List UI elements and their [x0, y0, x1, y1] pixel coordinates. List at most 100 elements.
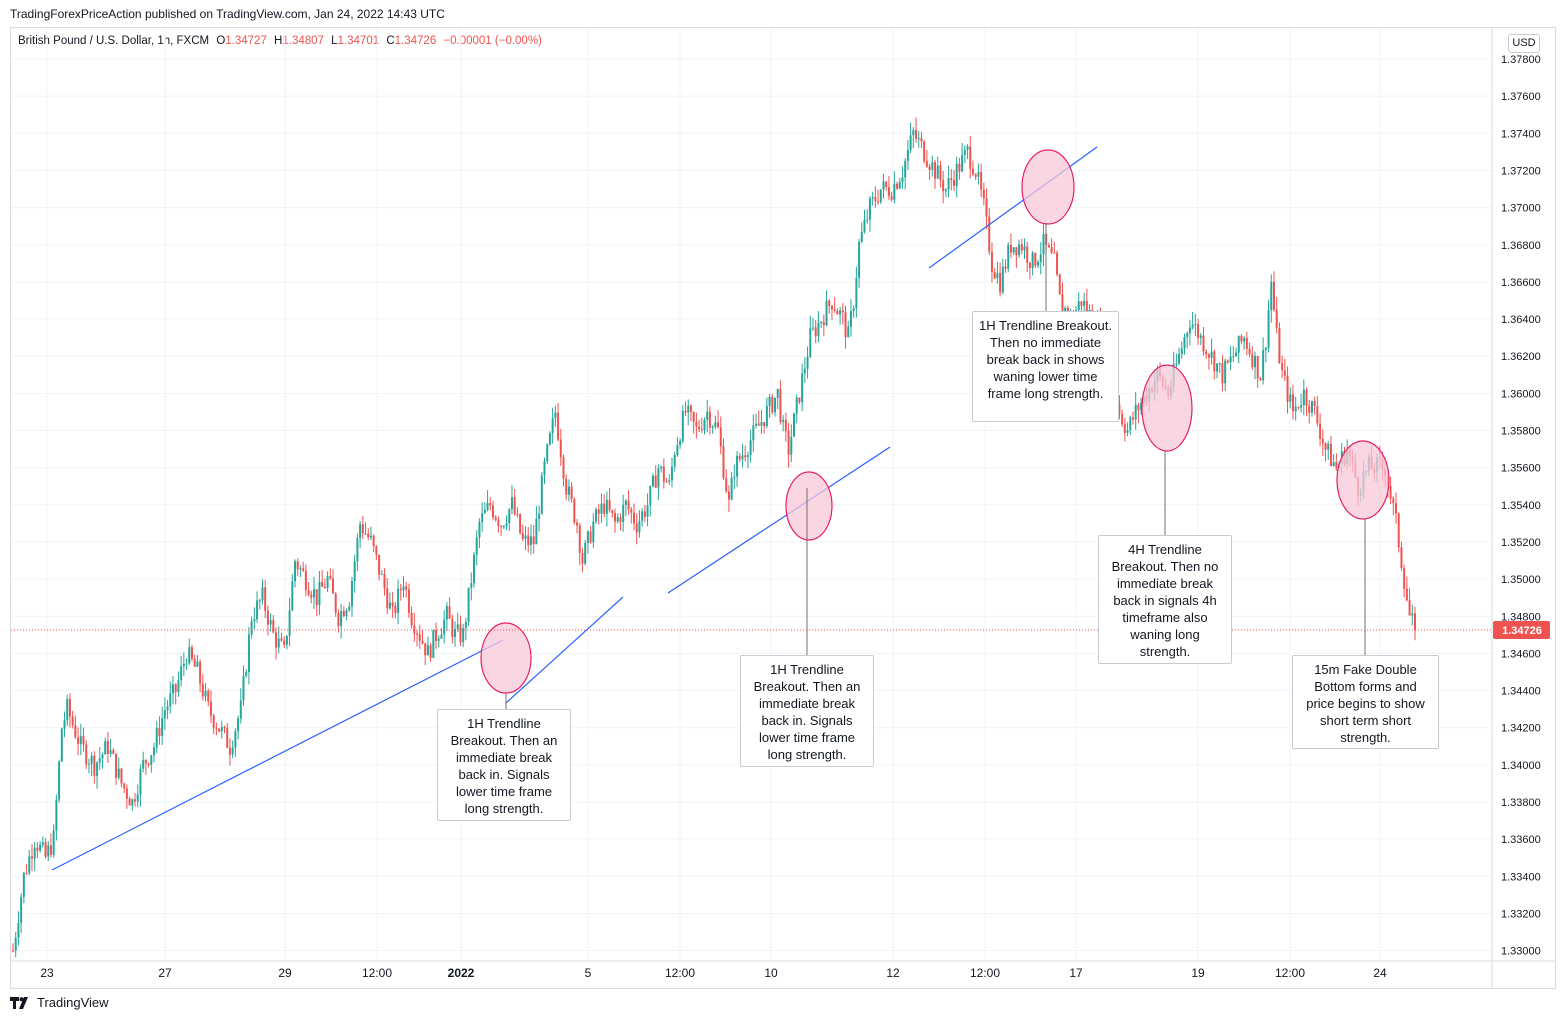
candle-body: [41, 842, 44, 845]
candle-body: [1175, 363, 1178, 365]
candle-body: [494, 517, 497, 520]
candle-body: [497, 519, 500, 527]
candle-body: [1001, 266, 1004, 293]
candle-body: [611, 510, 614, 514]
candle-body: [828, 300, 831, 306]
candle-body: [85, 744, 88, 765]
candle-body: [776, 388, 779, 398]
candle-body: [378, 554, 381, 575]
candle-body: [142, 760, 145, 769]
candle-body: [603, 503, 606, 514]
candle-body: [529, 536, 532, 546]
candle-body: [1229, 356, 1232, 363]
candle-body: [901, 177, 904, 183]
candle-body: [619, 517, 622, 523]
candle-body: [814, 327, 817, 337]
candle-body: [285, 635, 288, 645]
candle-body: [944, 189, 947, 192]
candle-body: [307, 590, 310, 595]
candle-body: [413, 625, 416, 634]
candle-body: [1118, 404, 1121, 414]
candle-body: [1123, 424, 1126, 433]
candle-body: [1294, 406, 1297, 412]
candle-body: [1408, 600, 1411, 616]
candle-body: [893, 183, 896, 200]
candle-body: [1305, 389, 1308, 406]
candle-body: [727, 491, 730, 500]
y-tick-label: 1.36800: [1501, 240, 1541, 252]
candle-body: [936, 165, 939, 179]
candle-body: [158, 727, 161, 737]
candle-body: [912, 129, 915, 136]
candle-body: [1137, 404, 1140, 411]
x-tick-label: 23: [40, 966, 54, 980]
candle-body: [608, 499, 611, 511]
x-tick-label: 10: [764, 966, 778, 980]
candle-body: [1121, 413, 1124, 425]
candle-body: [1205, 351, 1208, 355]
highlight-ellipse: [785, 471, 833, 541]
candle-body: [532, 536, 535, 545]
candle-body: [1272, 282, 1275, 310]
chart-frame: [10, 27, 1556, 989]
candle-body: [524, 535, 527, 539]
candle-body: [266, 610, 269, 625]
candle-body: [689, 405, 692, 412]
candle-body: [1020, 244, 1023, 251]
candle-body: [356, 538, 359, 562]
candle-body: [519, 514, 522, 534]
currency-button[interactable]: USD: [1508, 34, 1540, 53]
candle-body: [1275, 309, 1278, 328]
candle-body: [1267, 310, 1270, 348]
candle-body: [109, 750, 112, 754]
candle-body: [1007, 244, 1010, 269]
candle-body: [744, 455, 747, 458]
candle-body: [71, 716, 74, 726]
candle-body: [199, 661, 202, 684]
candle-body: [367, 533, 370, 538]
candle-body: [898, 182, 901, 189]
candle-body: [540, 475, 543, 514]
candle-body: [966, 146, 969, 150]
candle-body: [1034, 252, 1037, 266]
candle-body: [670, 466, 673, 481]
candle-body: [736, 455, 739, 477]
candle-body: [844, 312, 847, 338]
candle-body: [649, 485, 652, 506]
candle-body: [1023, 246, 1026, 251]
x-tick-label: 2022: [448, 966, 475, 980]
candle-body: [996, 273, 999, 279]
candle-body: [486, 503, 489, 510]
close-value: 1.34726: [394, 35, 437, 47]
candle-body: [527, 535, 530, 546]
candle-body: [1313, 401, 1316, 407]
candle-body: [125, 788, 128, 799]
candle-body: [906, 149, 909, 161]
candle-body: [896, 183, 899, 189]
candle-body: [207, 690, 210, 702]
candle-body: [171, 684, 174, 694]
y-tick-label: 1.33800: [1501, 797, 1541, 809]
highlight-ellipse: [1141, 364, 1193, 452]
candle-body: [646, 505, 649, 517]
candle-body: [977, 172, 980, 177]
candle-body: [1278, 327, 1281, 364]
low-label: L: [331, 35, 338, 47]
y-tick-label: 1.33400: [1501, 871, 1541, 883]
candle-body: [516, 514, 519, 516]
candle-body: [283, 640, 286, 645]
candle-body: [277, 638, 280, 648]
candle-body: [1009, 244, 1012, 253]
candle-body: [890, 196, 893, 200]
candle-body: [1061, 294, 1064, 312]
candle-body: [931, 162, 934, 170]
candle-body: [74, 725, 77, 738]
symbol-name[interactable]: British Pound / U.S. Dollar, 1h, FXCM: [18, 35, 210, 47]
candle-body: [925, 161, 928, 167]
candle-body: [361, 524, 364, 534]
candle-body: [115, 753, 118, 778]
candle-body: [711, 426, 714, 428]
candle-body: [383, 574, 386, 589]
candle-body: [627, 500, 630, 510]
